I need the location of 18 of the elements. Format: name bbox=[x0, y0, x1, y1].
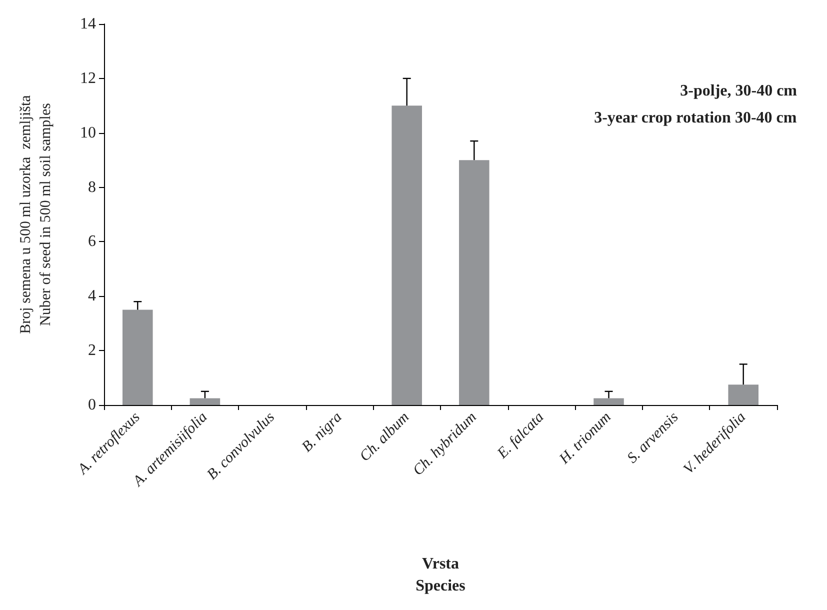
annotation: 3-year crop rotation 30-40 cm bbox=[594, 110, 798, 126]
bar bbox=[728, 384, 758, 405]
y-tick-label: 12 bbox=[80, 70, 96, 87]
annotation: 3-polje, 30-40 cm bbox=[680, 82, 798, 100]
y-tick-label: 8 bbox=[88, 178, 96, 196]
x-axis-title: Vrsta Species bbox=[416, 556, 466, 594]
y-tick-label: 2 bbox=[88, 342, 96, 360]
y-tick-label: 10 bbox=[80, 124, 96, 142]
y-tick-label: 0 bbox=[88, 396, 96, 414]
y-tick-label: 6 bbox=[88, 233, 96, 250]
bar bbox=[392, 106, 422, 405]
y-axis-title: Broj semena u 500 ml uzorka zemljišta Nuber of seed in 500 ml soil samples bbox=[18, 94, 54, 334]
bar bbox=[122, 310, 153, 405]
bar bbox=[190, 398, 220, 405]
y-tick-label: 4 bbox=[88, 288, 96, 305]
y-tick-label: 14 bbox=[80, 16, 96, 32]
bar bbox=[459, 160, 490, 405]
bar bbox=[594, 398, 624, 405]
